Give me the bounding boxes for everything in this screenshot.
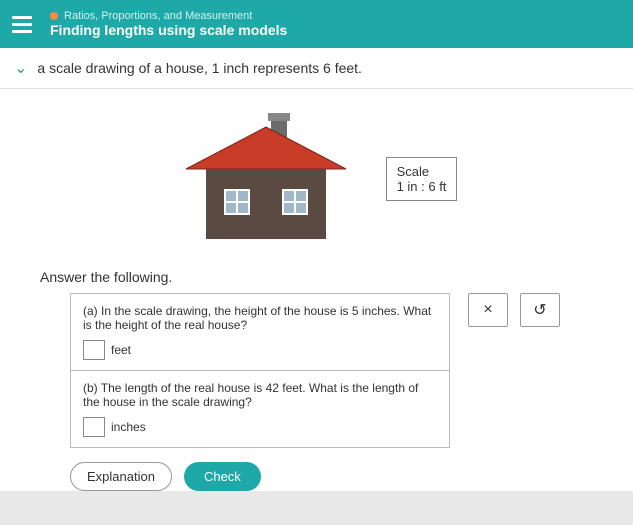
content-area: ⌄ a scale drawing of a house, 1 inch rep… [0,48,633,491]
scale-box: Scale 1 in : 6 ft [386,157,458,201]
question-a: (a) In the scale drawing, the height of … [71,294,449,371]
scale-value: 1 in : 6 ft [397,179,447,194]
scale-label: Scale [397,164,447,179]
prompt-row: ⌄ a scale drawing of a house, 1 inch rep… [0,48,633,89]
bottom-buttons: Explanation Check [0,448,633,491]
q-a-unit: feet [111,343,131,357]
reset-button[interactable]: ↺ [520,293,560,327]
header-text: Ratios, Proportions, and Measurement Fin… [50,10,287,38]
menu-icon[interactable] [12,16,32,33]
answer-label: Answer the following. [0,259,633,293]
app-header: Ratios, Proportions, and Measurement Fin… [0,0,633,48]
close-button[interactable]: × [468,293,508,327]
chevron-down-icon[interactable]: ⌄ [14,58,27,78]
q-b-input[interactable] [83,417,105,437]
q-a-text: In the scale drawing, the height of the … [83,304,431,332]
question-b: (b) The length of the real house is 42 f… [71,371,449,447]
header-title: Finding lengths using scale models [50,22,287,38]
window-left [224,189,250,215]
window-right [282,189,308,215]
questions-row: (a) In the scale drawing, the height of … [0,293,633,448]
explanation-button[interactable]: Explanation [70,462,172,491]
q-b-text: The length of the real house is 42 feet.… [83,381,418,409]
check-button[interactable]: Check [184,462,261,491]
chimney-cap [268,113,290,121]
q-b-unit: inches [111,420,146,434]
questions-box: (a) In the scale drawing, the height of … [70,293,450,448]
q-b-label: (b) [83,381,98,395]
house-drawing [176,109,356,249]
q-a-label: (a) [83,304,98,318]
header-category: Ratios, Proportions, and Measurement [50,10,287,22]
figure-area: Scale 1 in : 6 ft [0,89,633,259]
q-a-input[interactable] [83,340,105,360]
side-buttons: × ↺ [468,293,560,327]
roof [186,127,346,169]
prompt-text: a scale drawing of a house, 1 inch repre… [37,60,362,76]
